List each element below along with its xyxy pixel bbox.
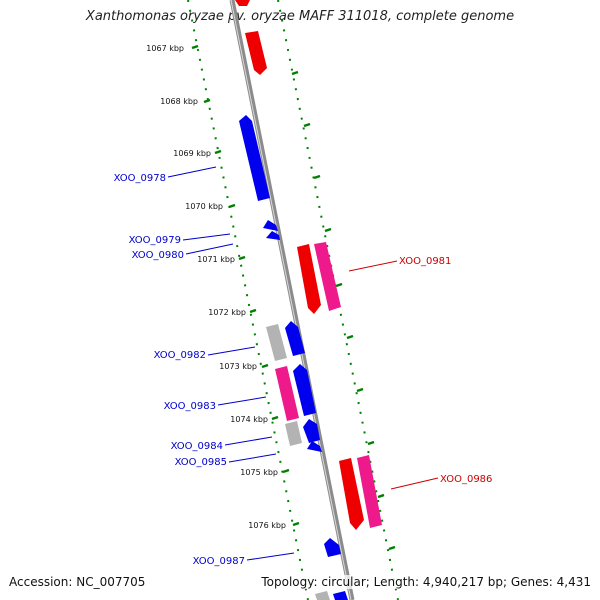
- locus-tag[interactable]: XOO_0983: [164, 401, 216, 412]
- locus-tag[interactable]: XOO_0987: [193, 556, 245, 567]
- gene-feature[interactable]: [333, 591, 348, 600]
- major-ticks: [191, 44, 396, 551]
- gene-feature[interactable]: [307, 441, 322, 452]
- gene-feature[interactable]: [239, 115, 270, 201]
- gene-feature[interactable]: [235, 0, 250, 6]
- locus-tag[interactable]: XOO_0986: [440, 474, 492, 485]
- accession-label: Accession: NC_007705: [9, 575, 146, 589]
- position-label: 1074 kbp: [230, 415, 268, 424]
- genome-summary: Topology: circular; Length: 4,940,217 bp…: [261, 575, 591, 589]
- locus-tag[interactable]: XOO_0982: [154, 350, 206, 361]
- gene-feature[interactable]: [357, 455, 382, 528]
- gene-feature[interactable]: [339, 458, 364, 530]
- gene-feature[interactable]: [324, 538, 341, 557]
- gene-feature[interactable]: [297, 244, 321, 314]
- position-label: 1070 kbp: [185, 202, 223, 211]
- gene-feature[interactable]: [266, 324, 287, 361]
- position-label: 1071 kbp: [197, 255, 235, 264]
- gene-feature[interactable]: [285, 321, 305, 356]
- position-label: 1069 kbp: [173, 149, 211, 158]
- gene-feature[interactable]: [293, 364, 316, 416]
- gene-feature[interactable]: [303, 419, 320, 443]
- left-leader-lines: [167, 166, 295, 561]
- locus-tag[interactable]: XOO_0985: [175, 457, 227, 468]
- position-label: 1067 kbp: [146, 44, 184, 53]
- gene-feature[interactable]: [315, 591, 330, 600]
- gene-feature[interactable]: [245, 31, 267, 75]
- gene-feature[interactable]: [275, 366, 299, 421]
- locus-tag[interactable]: XOO_0979: [129, 235, 181, 246]
- position-label: 1075 kbp: [240, 468, 278, 477]
- genome-backbone: [229, 0, 355, 600]
- gene-feature[interactable]: [314, 242, 341, 311]
- gene-feature[interactable]: [263, 220, 278, 231]
- locus-tag[interactable]: XOO_0984: [171, 441, 223, 452]
- locus-tag[interactable]: XOO_0978: [114, 173, 166, 184]
- locus-tag[interactable]: XOO_0980: [132, 250, 184, 261]
- tick-track-right: [277, 0, 399, 600]
- position-label: 1072 kbp: [208, 308, 246, 317]
- gene-feature[interactable]: [285, 421, 302, 446]
- right-leader-lines: [348, 260, 439, 490]
- position-label: 1076 kbp: [248, 521, 286, 530]
- position-label: 1073 kbp: [219, 362, 257, 371]
- position-label: 1068 kbp: [160, 97, 198, 106]
- locus-tag[interactable]: XOO_0981: [399, 256, 451, 267]
- gene-feature[interactable]: [266, 231, 280, 240]
